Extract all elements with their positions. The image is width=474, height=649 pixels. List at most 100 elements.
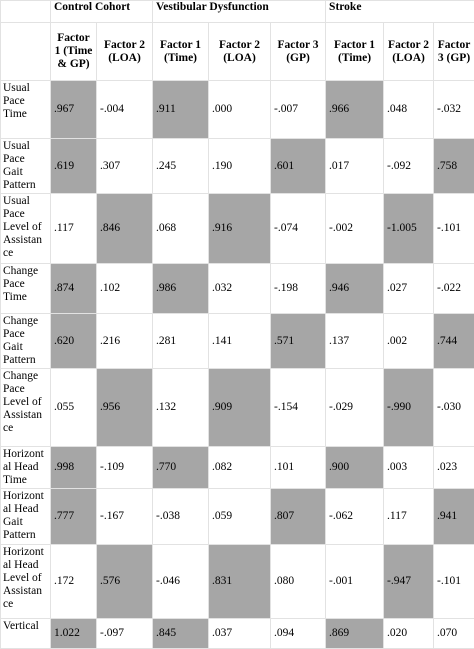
value-cell: .023	[434, 447, 474, 489]
table-row: Change Pace Level of Assistance.055.956.…	[1, 369, 474, 447]
value-cell: .998	[51, 447, 97, 489]
value-cell: -.004	[97, 81, 153, 139]
value-cell: .869	[326, 619, 384, 649]
row-label: Change Pace Time	[1, 264, 51, 314]
value-cell: .003	[384, 447, 434, 489]
row-label: Change Pace Gait Pattern	[1, 314, 51, 369]
table-row: Horizontal Head Time.998-.109.770.082.10…	[1, 447, 474, 489]
row-label: Vertical	[1, 619, 51, 649]
value-cell: -.109	[97, 447, 153, 489]
value-cell: .986	[153, 264, 209, 314]
value-cell: -.046	[153, 545, 209, 619]
value-cell: -.154	[271, 369, 326, 447]
page: {"table": { "groups": ["Control Cohort",…	[0, 0, 474, 606]
value-cell: .281	[153, 314, 209, 369]
value-cell: .807	[271, 489, 326, 545]
value-cell: -.002	[326, 194, 384, 264]
value-cell: .059	[209, 489, 271, 545]
corner-cell	[1, 1, 51, 23]
table-row: Usual Pace Level of Assistance.117.846.0…	[1, 194, 474, 264]
value-cell: .758	[434, 139, 474, 194]
value-cell: .845	[153, 619, 209, 649]
corner-cell	[1, 23, 51, 81]
value-cell: .900	[326, 447, 384, 489]
value-cell: .070	[434, 619, 474, 649]
value-cell: .619	[51, 139, 97, 194]
table-row: Usual Pace Gait Pattern.619.307.245.190.…	[1, 139, 474, 194]
value-cell: .068	[153, 194, 209, 264]
column-header-row: Factor 1 (Time & GP)Factor 2 (LOA)Factor…	[1, 23, 474, 81]
row-label: Usual Pace Time	[1, 81, 51, 139]
value-cell: .172	[51, 545, 97, 619]
value-cell: .190	[209, 139, 271, 194]
value-cell: .017	[326, 139, 384, 194]
value-cell: -.030	[434, 369, 474, 447]
value-cell: 1.022	[51, 619, 97, 649]
row-label: Usual Pace Gait Pattern	[1, 139, 51, 194]
value-cell: .000	[209, 81, 271, 139]
value-cell: -.198	[271, 264, 326, 314]
value-cell: .874	[51, 264, 97, 314]
value-cell: .245	[153, 139, 209, 194]
value-cell: .946	[326, 264, 384, 314]
group-header: Vestibular Dysfunction	[153, 1, 326, 23]
value-cell: -.101	[434, 545, 474, 619]
value-cell: .941	[434, 489, 474, 545]
value-cell: -.062	[326, 489, 384, 545]
row-label: Usual Pace Level of Assistance	[1, 194, 51, 264]
value-cell: .571	[271, 314, 326, 369]
table-body: Usual Pace Time.967-.004.911.000-.007.96…	[1, 81, 474, 649]
value-cell: .080	[271, 545, 326, 619]
group-header: Stroke	[326, 1, 474, 23]
value-cell: .117	[384, 489, 434, 545]
value-cell: -.029	[326, 369, 384, 447]
value-cell: .048	[384, 81, 434, 139]
column-header: Factor 3 (GP)	[271, 23, 326, 81]
value-cell: -.007	[271, 81, 326, 139]
value-cell: .055	[51, 369, 97, 447]
row-label: Horizontal Head Time	[1, 447, 51, 489]
column-header: Factor 2 (LOA)	[209, 23, 271, 81]
group-header: Control Cohort	[51, 1, 153, 23]
table-row: Change Pace Time.874.102.986.032-.198.94…	[1, 264, 474, 314]
value-cell: .141	[209, 314, 271, 369]
value-cell: .307	[97, 139, 153, 194]
table-row: Horizontal Head Gait Pattern.777-.167-.0…	[1, 489, 474, 545]
group-header-row: Control Cohort Vestibular Dysfunction St…	[1, 1, 474, 23]
value-cell: .911	[153, 81, 209, 139]
value-cell: .132	[153, 369, 209, 447]
value-cell: .966	[326, 81, 384, 139]
value-cell: .020	[384, 619, 434, 649]
value-cell: .576	[97, 545, 153, 619]
value-cell: .102	[97, 264, 153, 314]
value-cell: -.074	[271, 194, 326, 264]
table-row: Usual Pace Time.967-.004.911.000-.007.96…	[1, 81, 474, 139]
table-row: Change Pace Gait Pattern.620.216.281.141…	[1, 314, 474, 369]
value-cell: .101	[271, 447, 326, 489]
value-cell: .002	[384, 314, 434, 369]
value-cell: .909	[209, 369, 271, 447]
value-cell: .770	[153, 447, 209, 489]
row-label: Horizontal Head Gait Pattern	[1, 489, 51, 545]
column-header: Factor 1 (Time)	[153, 23, 209, 81]
column-header: Factor 2 (LOA)	[97, 23, 153, 81]
value-cell: -.167	[97, 489, 153, 545]
value-cell: .777	[51, 489, 97, 545]
value-cell: -.947	[384, 545, 434, 619]
value-cell: .137	[326, 314, 384, 369]
value-cell: .744	[434, 314, 474, 369]
column-header: Factor 2 (LOA)	[384, 23, 434, 81]
value-cell: .037	[209, 619, 271, 649]
column-header: Factor 1 (Time)	[326, 23, 384, 81]
value-cell: .601	[271, 139, 326, 194]
value-cell: .967	[51, 81, 97, 139]
value-cell: .846	[97, 194, 153, 264]
row-label: Change Pace Level of Assistance	[1, 369, 51, 447]
value-cell: .956	[97, 369, 153, 447]
value-cell: -.038	[153, 489, 209, 545]
row-label: Horizontal Head Level of Assistance	[1, 545, 51, 619]
value-cell: -.092	[384, 139, 434, 194]
value-cell: .032	[209, 264, 271, 314]
